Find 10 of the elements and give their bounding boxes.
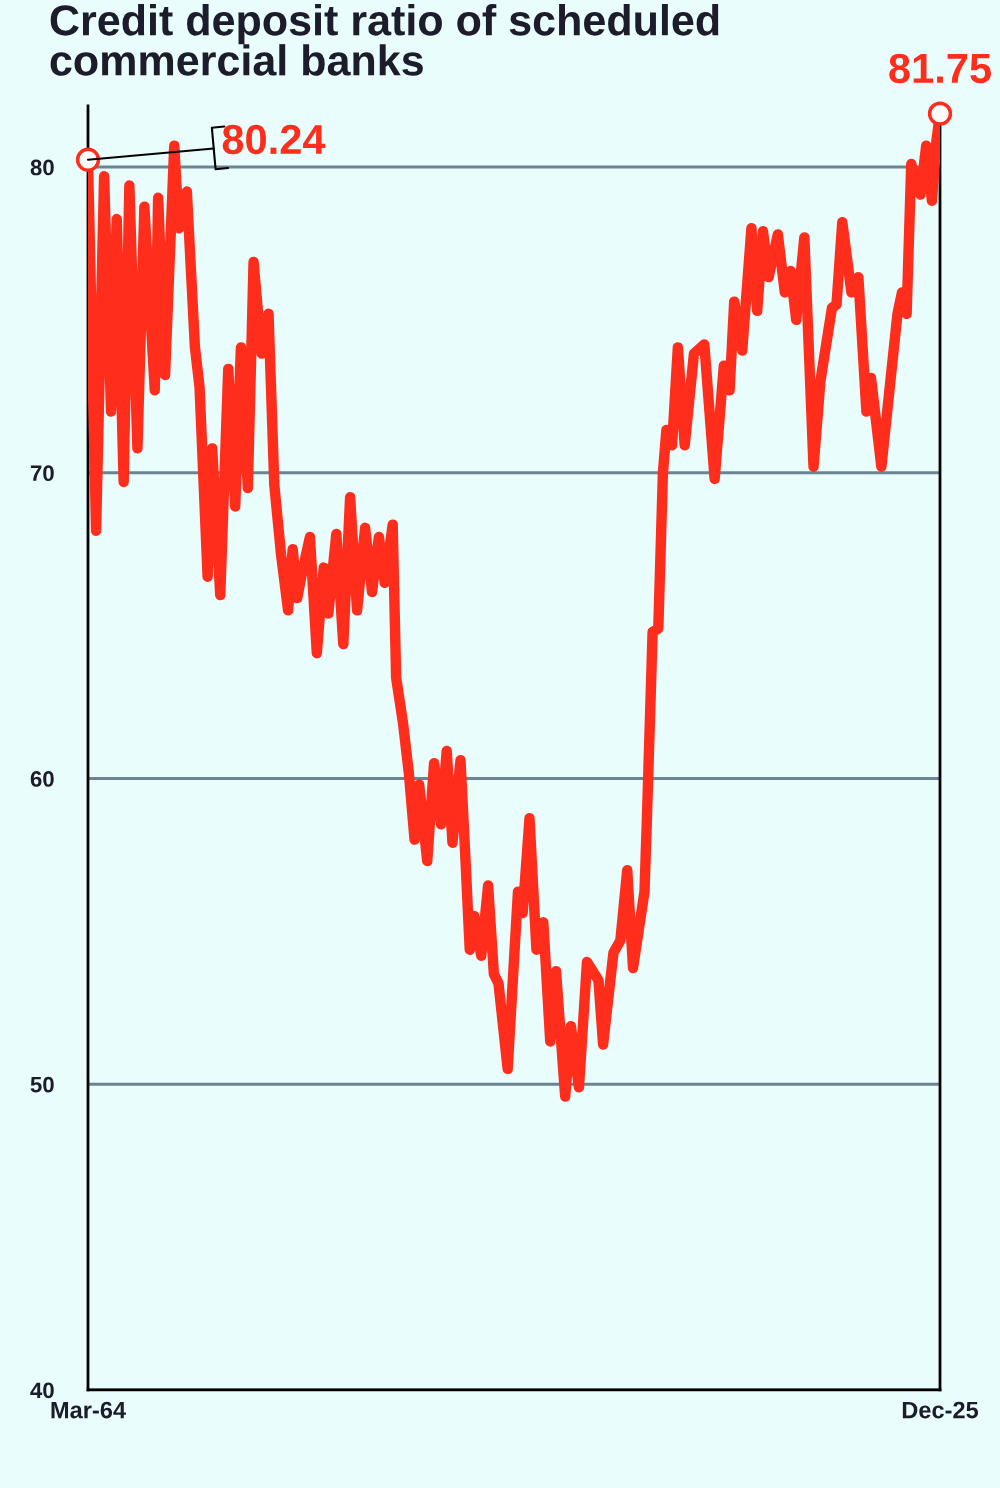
annotation: 80.24 [222, 124, 326, 155]
annotation: 81.75 [889, 53, 991, 84]
y-tick-label: 70 [30, 465, 54, 482]
y-tick-label: 80 [30, 159, 54, 176]
y-tick-label: 60 [30, 771, 54, 787]
y-tick-label: 50 [30, 1076, 54, 1093]
x-tick-label: Mar-64 [51, 1401, 126, 1419]
chart-title: Credit deposit ratio of scheduled commercial banks [50, 4, 719, 76]
y-tick-label: 40 [30, 1382, 54, 1399]
x-tick-label: Dec-25 [902, 1401, 979, 1419]
